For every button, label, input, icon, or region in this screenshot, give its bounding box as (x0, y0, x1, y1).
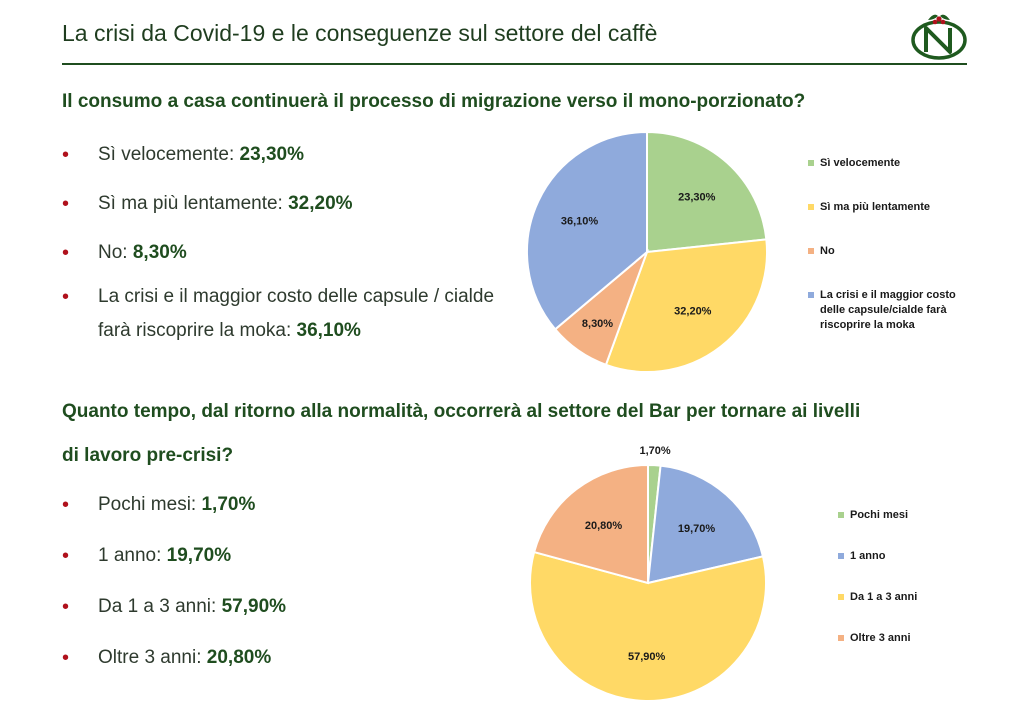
data-label: 36,10% (561, 216, 599, 228)
data-label: 57,90% (628, 651, 666, 663)
data-label: 19,70% (678, 523, 716, 535)
page-title: La crisi da Covid-19 e le conseguenze su… (62, 20, 658, 46)
legend-swatch (838, 594, 844, 600)
legend-swatch (808, 248, 814, 254)
brand-logo-icon (911, 14, 967, 60)
legend-swatch (838, 553, 844, 559)
pie-chart-recovery: 1,70% 19,70% 57,90% 20,80% (529, 445, 767, 702)
question-2-line-2: di lavoro pre-crisi? (62, 445, 234, 466)
data-label: 23,30% (678, 192, 716, 204)
list-item: Oltre 3 anni: 20,80% (62, 643, 512, 673)
legend-item: Sì velocemente (808, 156, 978, 171)
legend-item: No (808, 244, 978, 259)
list-item: Sì ma più lentamente: 32,20% (62, 189, 512, 219)
list-item: 1 anno: 19,70% (62, 541, 512, 571)
legend-item: Da 1 a 3 anni (838, 590, 998, 605)
bullet-list-2: Pochi mesi: 1,70% 1 anno: 19,70% Da 1 a … (62, 490, 512, 673)
legend-swatch (838, 512, 844, 518)
list-item: Sì velocemente: 23,30% (62, 140, 512, 170)
header-divider (62, 63, 967, 65)
legend-swatch (808, 204, 814, 210)
bullet-list-1: Sì velocemente: 23,30% Sì ma più lentame… (62, 140, 512, 348)
pie-slice-2 (646, 464, 765, 585)
pie-slice-4 (532, 463, 649, 585)
list-item: Da 1 a 3 anni: 57,90% (62, 592, 512, 622)
question-1: Il consumo a casa continuerà il processo… (62, 91, 806, 112)
legend-swatch (808, 292, 814, 298)
list-item: La crisi e il maggior costo delle capsul… (62, 280, 512, 348)
legend-item: Pochi mesi (838, 508, 998, 523)
data-label: 32,20% (674, 306, 712, 318)
legend-1: Sì velocemente Sì ma più lentamente No L… (808, 156, 978, 333)
legend-swatch (838, 635, 844, 641)
legend-item: Oltre 3 anni (838, 631, 998, 646)
legend-2: Pochi mesi 1 anno Da 1 a 3 anni Oltre 3 … (838, 508, 998, 646)
legend-item: 1 anno (838, 549, 998, 564)
pie-slice-4 (526, 130, 648, 331)
legend-item: La crisi e il maggior costo delle capsul… (808, 288, 978, 333)
list-item: No: 8,30% (62, 238, 512, 268)
data-label: 20,80% (585, 520, 623, 532)
pie-slice-1 (646, 130, 768, 254)
data-label: 1,70% (640, 445, 671, 457)
data-label: 8,30% (582, 318, 613, 330)
pie-chart-migration: 23,30% 32,20% 8,30% 36,10% (526, 130, 768, 373)
list-item: Pochi mesi: 1,70% (62, 490, 512, 520)
question-2-line-1: Quanto tempo, dal ritorno alla normalità… (62, 401, 861, 422)
pie-slice-3 (529, 550, 767, 702)
pie-slice-2 (604, 238, 768, 373)
legend-item: Sì ma più lentamente (808, 200, 978, 215)
legend-swatch (808, 160, 814, 166)
